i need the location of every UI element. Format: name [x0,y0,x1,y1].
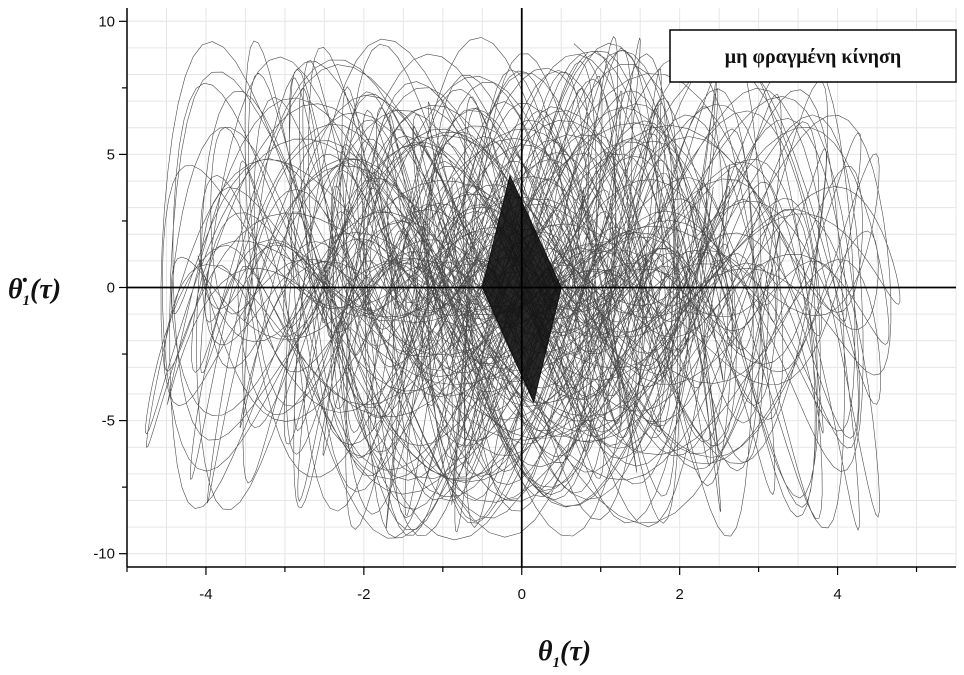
x-tick-label: -2 [357,586,370,603]
y-tick-label: 5 [107,146,115,163]
x-tick-label: 0 [518,586,526,603]
y-axis-title-suffix: (τ) [30,274,61,305]
x-axis-title-symbol: θ [538,636,553,667]
x-tick-label: -4 [199,586,212,603]
x-axis-title-subscript: 1 [553,655,561,671]
x-tick-label: 4 [833,586,841,603]
y-tick-label: 0 [107,280,115,297]
annotation-text: μη φραγμένη κίνηση [725,46,901,68]
trajectory-line [145,36,901,541]
y-tick-label: 10 [98,13,115,30]
x-tick-label: 2 [675,586,683,603]
y-tick-label: -10 [93,546,115,563]
y-tick-label: -5 [102,413,115,430]
y-axis-title-subscript: 1 [23,293,31,309]
ticks-layer: -4 -2 0 2 4 -10 -5 0 5 10 [93,13,918,603]
y-axis-title: θ̇1(τ) [8,274,61,309]
annotation-box: μη φραγμένη κίνηση [669,29,957,83]
annotation-frame [669,29,957,83]
x-axis-title: θ1(τ) [538,636,591,671]
x-axis-title-suffix: (τ) [560,636,591,667]
